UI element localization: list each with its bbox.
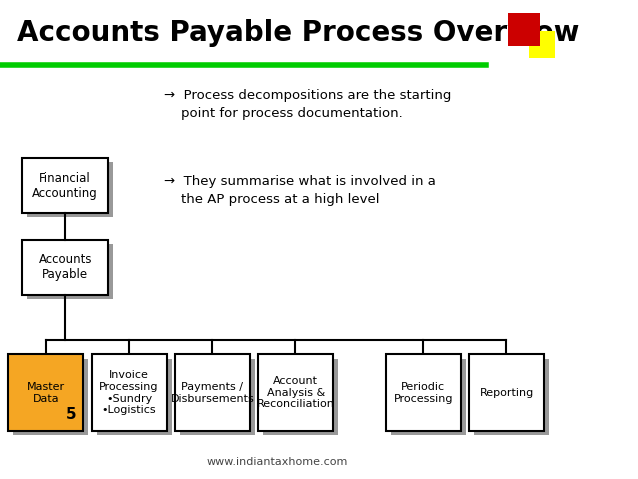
FancyBboxPatch shape [22, 158, 108, 213]
FancyBboxPatch shape [27, 244, 114, 299]
FancyBboxPatch shape [180, 359, 255, 435]
Text: Master
Data: Master Data [27, 382, 65, 404]
Text: Periodic
Processing: Periodic Processing [394, 382, 453, 404]
FancyBboxPatch shape [258, 354, 333, 431]
FancyBboxPatch shape [96, 359, 172, 435]
FancyBboxPatch shape [263, 359, 338, 435]
FancyBboxPatch shape [474, 359, 549, 435]
Text: →  Process decompositions are the starting
    point for process documentation.: → Process decompositions are the startin… [164, 89, 451, 120]
FancyBboxPatch shape [13, 359, 88, 435]
Text: Account
Analysis &
Reconciliation: Account Analysis & Reconciliation [256, 376, 334, 410]
FancyBboxPatch shape [92, 354, 167, 431]
FancyBboxPatch shape [27, 162, 114, 217]
FancyBboxPatch shape [386, 354, 461, 431]
FancyBboxPatch shape [8, 354, 84, 431]
Text: →  They summarise what is involved in a
    the AP process at a high level: → They summarise what is involved in a t… [164, 175, 436, 206]
Text: Reporting: Reporting [480, 388, 534, 398]
FancyBboxPatch shape [391, 359, 466, 435]
FancyBboxPatch shape [469, 354, 544, 431]
Text: Invoice
Processing
•Sundry
•Logistics: Invoice Processing •Sundry •Logistics [100, 370, 159, 415]
FancyBboxPatch shape [529, 31, 555, 58]
Text: Accounts
Payable: Accounts Payable [38, 253, 92, 281]
Text: Accounts Payable Process Overview: Accounts Payable Process Overview [17, 19, 579, 47]
Text: Financial
Accounting: Financial Accounting [33, 171, 98, 200]
FancyBboxPatch shape [175, 354, 250, 431]
Text: Payments /
Disbursements: Payments / Disbursements [170, 382, 255, 404]
Text: www.indiantaxhome.com: www.indiantaxhome.com [207, 457, 348, 467]
Text: 5: 5 [66, 408, 77, 422]
FancyBboxPatch shape [508, 13, 540, 46]
FancyBboxPatch shape [22, 240, 108, 295]
